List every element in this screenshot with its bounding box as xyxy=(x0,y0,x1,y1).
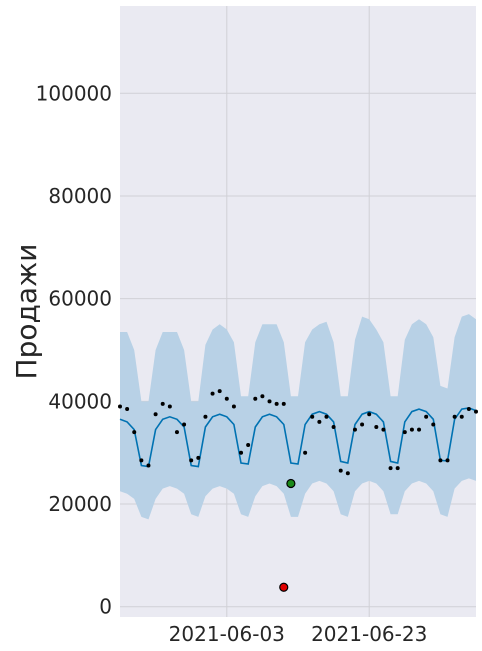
observed-point xyxy=(281,401,286,406)
observed-point xyxy=(246,442,251,447)
observed-point xyxy=(466,407,471,412)
x-gridlines xyxy=(226,6,370,617)
observed-point xyxy=(459,414,464,419)
y-axis-title: Продажи xyxy=(10,244,43,380)
observed-point xyxy=(374,425,379,430)
observed-point xyxy=(438,458,443,463)
observed-point xyxy=(160,401,165,406)
y-tick-label: 20000 xyxy=(48,492,112,516)
observed-point xyxy=(217,389,222,394)
x-tick-label: 2021-06-23 xyxy=(311,622,427,646)
observed-point xyxy=(367,412,372,417)
observed-point xyxy=(132,430,137,435)
observed-point xyxy=(196,455,201,460)
forecast-line xyxy=(119,407,477,468)
observed-point xyxy=(431,422,436,427)
observed-point xyxy=(210,391,215,396)
observed-point xyxy=(239,450,244,455)
y-axis-tick-labels: 0 20000 40000 60000 80000 100000 xyxy=(36,81,112,618)
x-tick-label: 2021-06-03 xyxy=(169,622,285,646)
observed-point xyxy=(203,414,208,419)
y-tick-label: 0 xyxy=(99,595,112,619)
y-tick-label: 40000 xyxy=(48,389,112,413)
uncertainty-interval-band xyxy=(120,314,476,520)
plot-area xyxy=(120,6,476,617)
observed-point xyxy=(139,458,144,463)
observed-point xyxy=(125,407,130,412)
observed-point xyxy=(474,409,478,414)
observed-point xyxy=(224,396,229,401)
observed-points xyxy=(118,389,478,476)
observed-point xyxy=(409,427,414,432)
observed-point xyxy=(388,466,393,471)
observed-point xyxy=(402,430,407,435)
observed-point xyxy=(445,458,450,463)
x-axis-tick-labels: 2021-06-03 2021-06-23 xyxy=(169,622,428,646)
observed-point xyxy=(174,430,179,435)
highlight-point-green xyxy=(286,478,296,489)
y-tick-label: 60000 xyxy=(48,287,112,311)
observed-point xyxy=(167,404,172,409)
observed-point xyxy=(303,450,308,455)
observed-point xyxy=(231,404,236,409)
y-tick-label: 100000 xyxy=(36,81,112,105)
observed-point xyxy=(381,427,386,432)
observed-point xyxy=(118,404,122,409)
observed-point xyxy=(352,427,357,432)
plot-content xyxy=(118,314,478,592)
observed-point xyxy=(274,401,279,406)
highlight-points xyxy=(279,478,296,592)
observed-point xyxy=(310,414,315,419)
observed-point xyxy=(395,466,400,471)
observed-point xyxy=(424,414,429,419)
observed-point xyxy=(417,427,422,432)
observed-point xyxy=(324,414,329,419)
observed-point xyxy=(189,458,194,463)
observed-point xyxy=(360,422,365,427)
observed-point xyxy=(338,468,343,473)
observed-point xyxy=(452,414,457,419)
observed-point xyxy=(153,412,158,417)
observed-point xyxy=(267,399,272,404)
observed-point xyxy=(260,394,265,399)
observed-point xyxy=(345,471,350,476)
observed-point xyxy=(182,422,187,427)
observed-point xyxy=(253,396,258,401)
highlight-point-red xyxy=(279,582,289,592)
observed-point xyxy=(317,419,322,424)
observed-point xyxy=(146,463,151,468)
observed-point xyxy=(331,425,336,430)
y-tick-label: 80000 xyxy=(48,184,112,208)
